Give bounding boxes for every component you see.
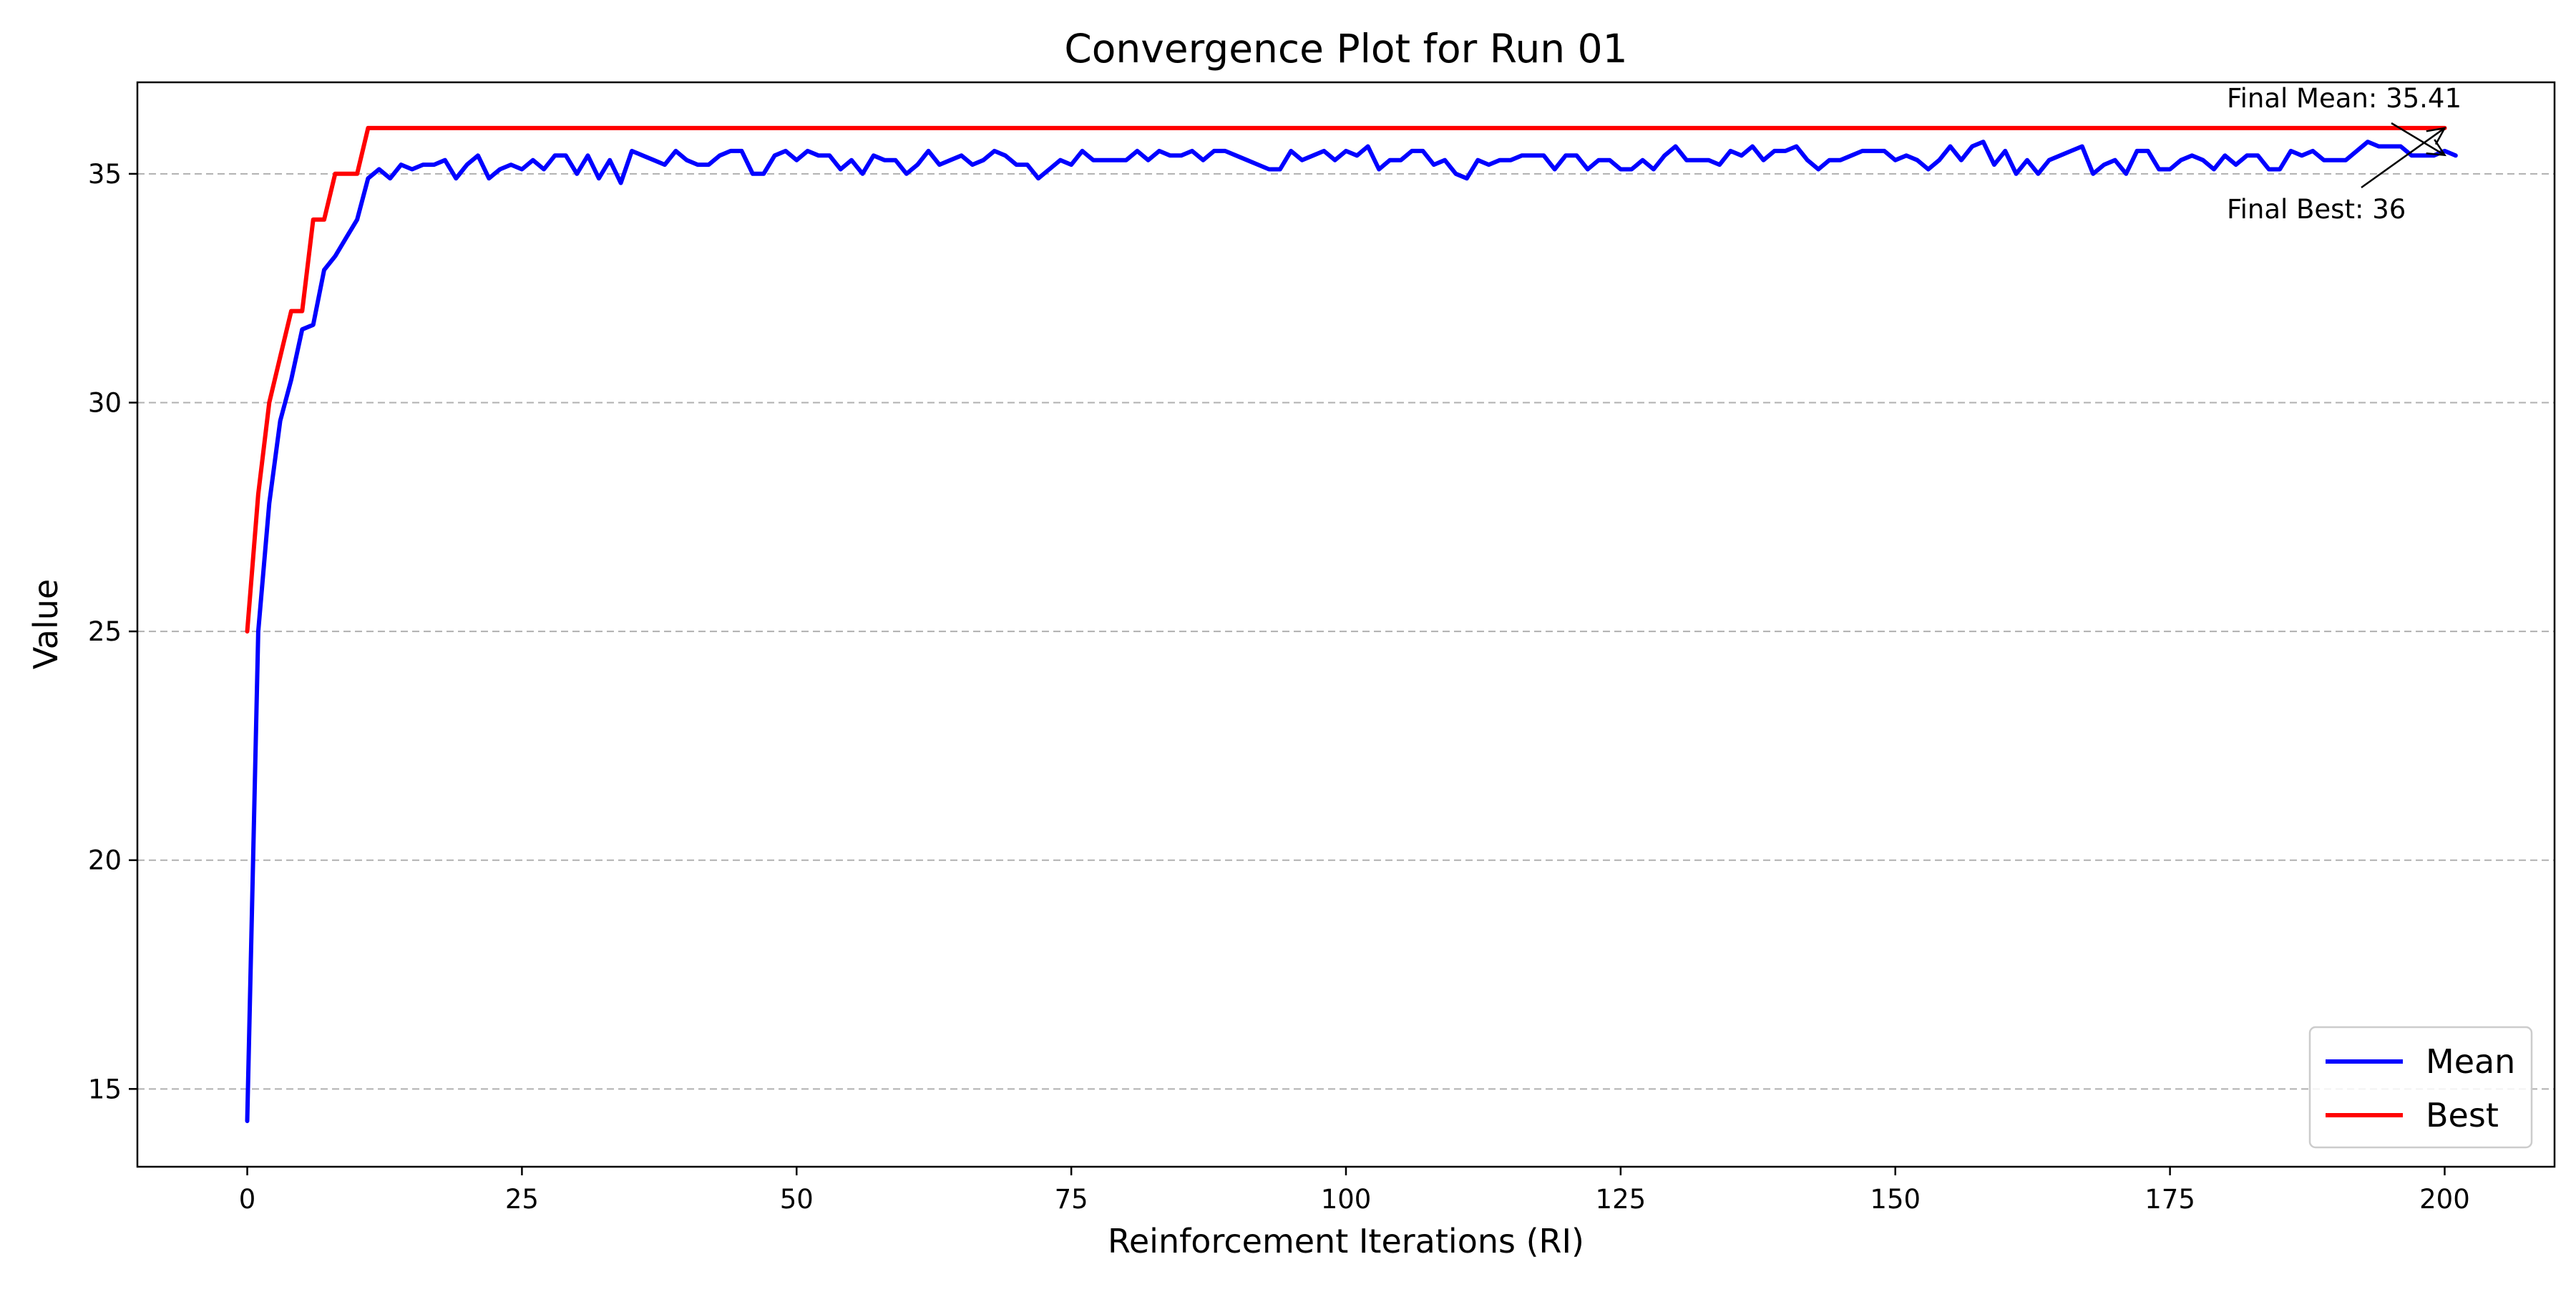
x-tick-label: 0 xyxy=(239,1184,256,1215)
legend-label-mean: Mean xyxy=(2426,1042,2515,1081)
series-line-best xyxy=(245,125,2447,634)
annotation-arrow xyxy=(2391,122,2446,156)
annotation-label: Final Mean: 35.41 xyxy=(2227,83,2462,114)
series-layer xyxy=(245,125,2458,1124)
y-tick-label: 15 xyxy=(88,1074,122,1104)
chart-title: Convergence Plot for Run 01 xyxy=(1064,26,1627,72)
plot-frame xyxy=(136,81,2556,1168)
x-axis-label: Reinforcement Iterations (RI) xyxy=(1108,1222,1584,1261)
series-line-mean xyxy=(245,140,2458,1124)
annotation-arrowhead xyxy=(2426,127,2446,145)
x-tick-label: 200 xyxy=(2419,1184,2470,1215)
grid-layer xyxy=(137,173,2555,1090)
y-tick-label: 35 xyxy=(88,159,122,190)
x-tick-label: 50 xyxy=(780,1184,814,1215)
legend: Mean Best xyxy=(2308,1026,2533,1149)
y-axis-label: Value xyxy=(26,579,65,669)
legend-label-best: Best xyxy=(2426,1096,2499,1135)
x-tick-label: 125 xyxy=(1596,1184,1646,1215)
y-tick-label: 20 xyxy=(88,845,122,876)
annotation-layer: Final Mean: 35.41 Final Best: 36 xyxy=(2227,83,2462,225)
x-tick-label: 175 xyxy=(2145,1184,2195,1215)
annotation-label: Final Best: 36 xyxy=(2227,194,2406,225)
annotation-arrowhead xyxy=(2426,139,2446,157)
tick-layer: 15 20 25 30 35 0 25 50 75 100 125 150 175 200 xyxy=(88,159,2470,1215)
x-tick-label: 25 xyxy=(505,1184,539,1215)
x-tick-label: 150 xyxy=(1870,1184,1921,1215)
y-tick-label: 30 xyxy=(88,387,122,418)
annotation-arrow xyxy=(2361,127,2446,189)
y-tick-label: 25 xyxy=(88,616,122,647)
x-tick-label: 100 xyxy=(1321,1184,1372,1215)
x-tick-label: 75 xyxy=(1055,1184,1088,1215)
